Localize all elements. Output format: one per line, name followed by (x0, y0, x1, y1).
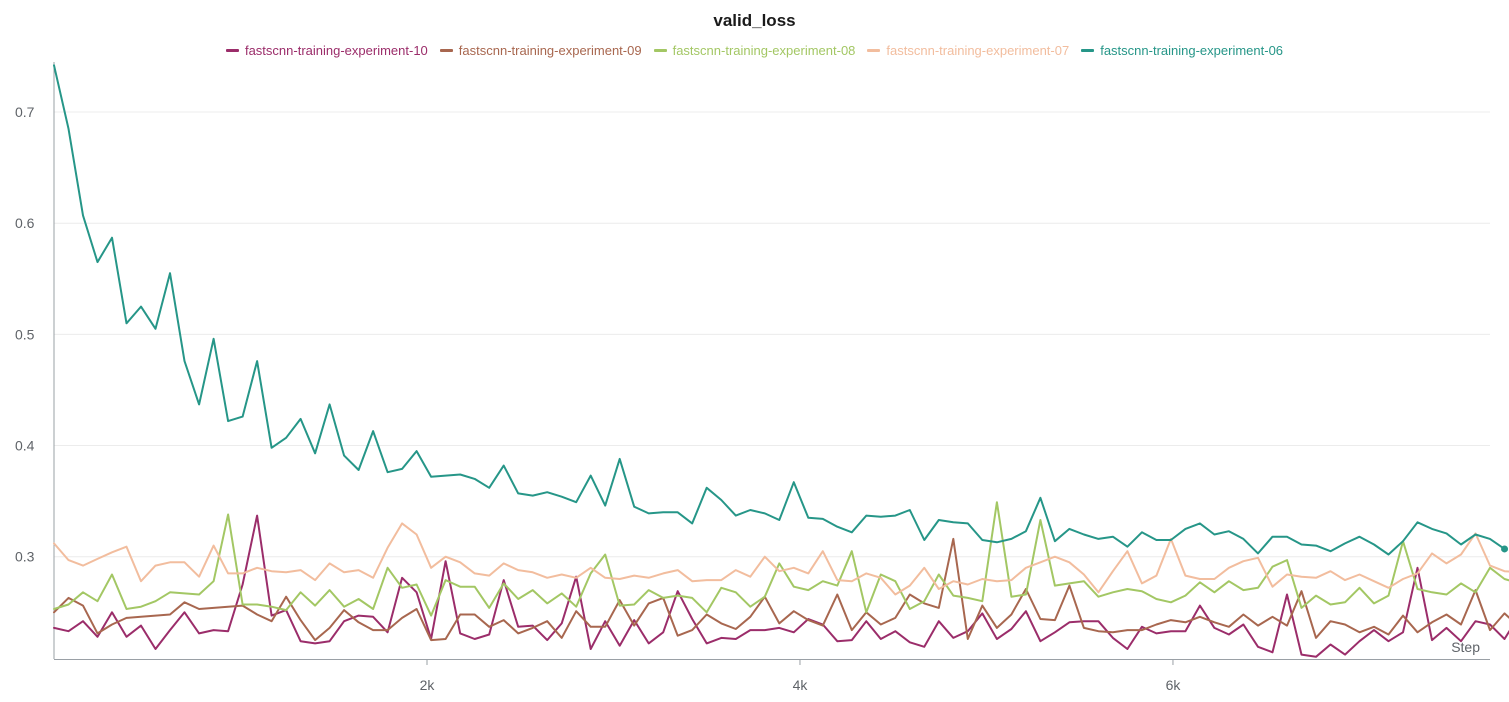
y-tick-label: 0.3 (15, 549, 35, 565)
x-tick-label: 4k (793, 677, 809, 693)
gridlines (54, 111, 1490, 558)
legend-swatch (225, 49, 239, 52)
series-line-4[interactable] (53, 64, 1506, 556)
legend-swatch (439, 49, 453, 52)
axes: 0.3 0.4 0.5 0.6 0.7 2k 4k 6k (15, 62, 1490, 693)
legend-item-0[interactable]: fastscnn-training-experiment-10 (225, 43, 428, 58)
legend-label: fastscnn-training-experiment-07 (886, 43, 1070, 58)
x-tick-label: 2k (420, 677, 436, 693)
legend-item-3[interactable]: fastscnn-training-experiment-07 (867, 43, 1069, 58)
x-axis-label: Step (1451, 639, 1480, 655)
legend-label: fastscnn-training-experiment-06 (1100, 43, 1284, 58)
y-tick-label: 0.7 (15, 104, 35, 120)
x-tick-label: 6k (1166, 677, 1182, 693)
legend: fastscnn-training-experiment-10 fastscnn-… (0, 40, 1509, 58)
series-line-0[interactable] (53, 514, 1509, 658)
legend-item-2[interactable]: fastscnn-training-experiment-08 (653, 43, 856, 58)
legend-label: fastscnn-training-experiment-09 (458, 43, 642, 58)
chart-title: valid_loss (713, 11, 796, 30)
legend-item-4[interactable]: fastscnn-training-experiment-06 (1081, 43, 1283, 58)
y-tick-label: 0.5 (15, 326, 35, 342)
legend-label: fastscnn-training-experiment-08 (672, 43, 856, 58)
series-line-2[interactable] (53, 501, 1509, 617)
legend-swatch (653, 49, 667, 52)
legend-swatch (1081, 49, 1095, 52)
legend-item-1[interactable]: fastscnn-training-experiment-09 (439, 43, 642, 58)
legend-swatch (867, 49, 881, 52)
series-line-3[interactable] (53, 522, 1509, 596)
y-tick-label: 0.4 (15, 438, 35, 454)
y-tick-label: 0.6 (15, 215, 35, 231)
series-line-1[interactable] (53, 537, 1509, 642)
series-end-point-4 (1501, 545, 1509, 553)
series-layer (53, 64, 1509, 658)
legend-label: fastscnn-training-experiment-10 (244, 43, 428, 58)
